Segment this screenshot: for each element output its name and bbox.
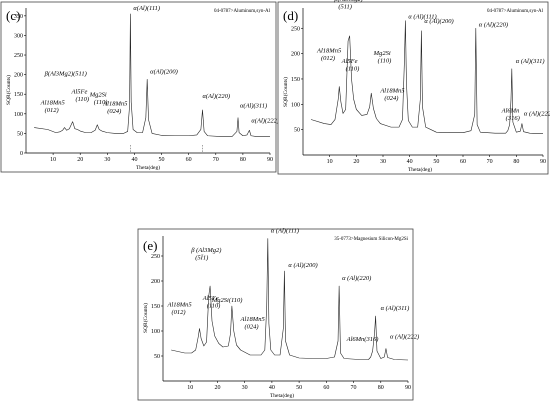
y-tick-label: 100 [151,329,160,335]
x-tick-label: 60 [323,385,329,391]
panel-c-reference: 04-0787>Aluminum,syn-Al [214,9,271,14]
y-tick-label: 150 [14,92,23,98]
panel-c-label: (c) [6,8,20,23]
y-tick-label: 200 [151,279,160,285]
panel-d-frame [277,1,549,175]
peak-annotation: Al6Mn(316) [346,336,379,343]
y-tick-label: 100 [291,102,300,108]
x-tick-label: 50 [433,159,439,165]
x-tick-label: 90 [540,159,546,165]
y-tick-label: 150 [151,304,160,310]
panel-d-reference: 04-0787>Aluminum,syn-Al [487,9,544,14]
y-tick-label: 50 [154,354,160,360]
panel-d-ylabel: SQR(Counts) [282,77,289,107]
y-tick-label: 250 [151,254,160,260]
x-tick-label: 20 [214,385,220,391]
panel-d-label: (d) [283,8,298,23]
x-tick-label: 90 [267,157,273,163]
x-tick-label: 50 [296,385,302,391]
y-tick-label: 100 [14,112,23,118]
peak-annotation: Al6Mn(316) [501,108,520,123]
peak-annotation: Al18Mn5 (024) [240,316,266,331]
x-tick-label: 80 [240,157,246,163]
peak-annotation: α (Al)(111) [408,14,436,21]
x-tick-label: 20 [353,159,359,165]
x-tick-label: 60 [460,159,466,165]
x-tick-label: 30 [104,157,110,163]
peak-annotation: α(Al)(111) [133,5,160,12]
peak-annotation: Al18Mn5 (024) [379,88,405,103]
x-tick-label: 90 [405,385,411,391]
peak-annotation: α (Al)(200) [424,18,453,25]
y-tick-label: 350 [14,14,23,20]
x-tick-label: 80 [513,159,519,165]
peak-annotation: Al18Mn5 (012) [166,302,192,317]
peak-annotation: α (Al)(222) [390,334,419,341]
y-tick-label: 0 [20,151,23,157]
panel-c-xlabel: Theta(deg) [136,164,160,171]
panel-c-ylabel: SQR(Counts) [5,75,12,105]
peak-annotation: α (Al)(222) [524,111,550,118]
x-tick-label: 60 [186,157,192,163]
peak-annotation: α (Al)(220) [342,275,371,282]
peak-annotation: Mg2Si(110) [89,91,108,106]
y-tick-label: 200 [291,52,300,58]
xrd-pattern-line [34,13,270,137]
peak-annotation: α(Al)(200) [150,68,178,75]
x-tick-label: 40 [407,159,413,165]
x-tick-label: 70 [351,385,357,391]
x-tick-label: 10 [50,157,56,163]
peak-annotation: β(Al3Mg2)(511) [333,0,363,10]
panel-c: (c) 04-0787>Aluminum,syn-Al Theta(deg) S… [0,1,279,173]
panel-c-frame [0,1,277,173]
panel-d: (d) 04-0787>Aluminum,syn-Al Theta(deg) S… [277,0,550,175]
panel-e: (e) 35-0773>Magnesium Silicon-Mg2Si Thet… [137,228,419,401]
peak-annotation: Al5Fe (110) [71,88,90,103]
panel-e-xlabel: Theta(deg) [270,392,294,399]
peak-annotation: Al5Fe (110) [341,58,360,73]
x-tick-label: 30 [242,385,248,391]
peak-annotation: β (Al3Mg2) (5Ī1) [190,247,221,262]
x-tick-label: 40 [269,385,275,391]
peak-annotation: Mg2Si(110) [211,297,243,304]
xrd-pattern-line [171,238,409,361]
x-tick-label: 40 [131,157,137,163]
x-tick-label: 10 [187,385,193,391]
y-tick-label: 200 [14,73,23,79]
x-tick-label: 50 [159,157,165,163]
peak-annotation: α (Al)(311) [516,58,545,65]
x-tick-label: 70 [487,159,493,165]
panel-e-reference: 35-0773>Magnesium Silicon-Mg2Si [334,237,408,242]
peak-annotation: α(Al)(222) [251,117,279,124]
peak-annotation: Al18Mn5 (024) [102,100,128,115]
peak-annotation: α(Al)(311) [240,103,267,110]
x-tick-label: 30 [380,159,386,165]
y-tick-label: 50 [17,131,23,137]
y-tick-label: 50 [294,128,300,134]
x-tick-label: 20 [77,157,83,163]
peak-annotation: Al18Mn5 (012) [40,99,66,114]
x-tick-label: 80 [378,385,384,391]
x-tick-label: 70 [213,157,219,163]
peak-annotation: α (Al)(111) [271,228,299,235]
y-tick-label: 300 [14,33,23,39]
peak-annotation: α (Al)(200) [288,262,317,269]
y-tick-label: 250 [14,53,23,59]
peak-annotation: α(Al)(220) [202,93,230,100]
y-tick-label: 250 [291,26,300,32]
peak-annotation: α (Al)(311) [381,305,410,312]
peak-annotation: Al18Mn5 (012) [316,48,342,63]
y-tick-label: 150 [291,77,300,83]
panel-e-label: (e) [143,238,157,253]
panel-e-ylabel: SQR(Counts) [142,303,149,333]
peak-annotation: β(Al3Mg2)(511) [44,71,87,78]
panel-d-xlabel: Theta(deg) [408,166,432,173]
panel-e-frame [137,228,414,401]
peak-annotation: Mg2Si(110) [373,50,392,65]
x-tick-label: 10 [327,159,333,165]
xrd-pattern-line [310,20,544,135]
peak-annotation: Al5Fe (110) [202,295,221,310]
peak-annotation: α (Al)(220) [479,21,508,28]
